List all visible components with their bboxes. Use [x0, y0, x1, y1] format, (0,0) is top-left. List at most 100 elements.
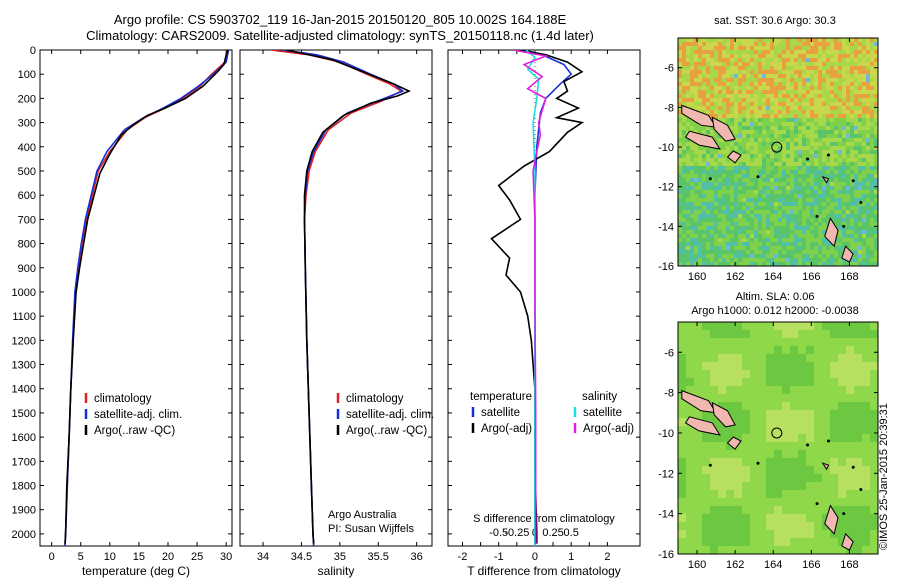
map-cell: [842, 134, 846, 138]
map-cell: [782, 434, 790, 442]
map-cell: [766, 90, 770, 94]
map-cell: [802, 94, 806, 98]
map-cell: [782, 246, 786, 250]
map-cell: [790, 122, 794, 126]
map-cell: [774, 190, 778, 194]
map-cell: [682, 162, 686, 166]
map-cell: [694, 522, 702, 530]
map-cell: [734, 354, 742, 362]
map-cell: [794, 198, 798, 202]
map-cell: [770, 250, 774, 254]
map-cell: [826, 110, 830, 114]
map-cell: [814, 346, 822, 354]
map-cell: [694, 386, 702, 394]
map-cell: [818, 90, 822, 94]
map-cell: [690, 222, 694, 226]
map-cell: [778, 202, 782, 206]
map-cell: [782, 42, 786, 46]
map-cell: [810, 170, 814, 174]
map-cell: [834, 90, 838, 94]
map-cell: [682, 254, 686, 258]
map-cell: [686, 146, 690, 150]
map-cell: [818, 262, 822, 266]
map-cell: [778, 154, 782, 158]
map-cell: [766, 402, 774, 410]
map-cell: [706, 174, 710, 178]
map-cell: [830, 70, 834, 74]
map-cell: [874, 38, 878, 42]
map-cell: [838, 194, 842, 198]
plot-frame: [239, 49, 433, 547]
map-cell: [798, 466, 806, 474]
map-cell: [702, 450, 710, 458]
map-cell: [750, 242, 754, 246]
map-cell: [766, 206, 770, 210]
map-cell: [710, 322, 718, 330]
map-cell: [862, 394, 870, 402]
map-cell: [750, 230, 754, 234]
map-cell: [710, 498, 718, 506]
map-cell: [694, 322, 702, 330]
map-cell: [778, 62, 782, 66]
map-cell: [766, 530, 774, 538]
map-cell: [854, 122, 858, 126]
map-cell: [846, 82, 850, 86]
map-cell: [870, 210, 874, 214]
map-cell: [830, 122, 834, 126]
map-cell: [722, 66, 726, 70]
map-cell: [782, 338, 790, 346]
map-cell: [710, 62, 714, 66]
map-cell: [826, 58, 830, 62]
map-cell: [690, 70, 694, 74]
map-cell: [814, 490, 822, 498]
map-cell: [718, 474, 726, 482]
map-cell: [694, 150, 698, 154]
map-cell: [678, 230, 682, 234]
map-cell: [806, 482, 814, 490]
map-cell: [874, 250, 878, 254]
map-cell: [830, 130, 834, 134]
map-cell: [718, 426, 726, 434]
map-cell: [782, 506, 790, 514]
map-cell: [814, 450, 822, 458]
map-cell: [726, 230, 730, 234]
map-cell: [694, 182, 698, 186]
map-cell: [874, 166, 878, 170]
map-cell: [742, 186, 746, 190]
map-cell: [866, 226, 870, 230]
map-cell: [810, 150, 814, 154]
map-cell: [866, 262, 870, 266]
map-cell: [830, 134, 834, 138]
legend-label: climatology: [94, 393, 152, 405]
map-cell: [846, 354, 854, 362]
map-cell: [710, 158, 714, 162]
map-cell: [798, 322, 806, 330]
map-cell: [846, 338, 854, 346]
map-cell: [806, 118, 810, 122]
map-cell: [766, 166, 770, 170]
map-cell: [738, 142, 742, 146]
map-cell: [750, 222, 754, 226]
map-cell: [734, 250, 738, 254]
map-cell: [846, 222, 850, 226]
map-cell: [814, 142, 818, 146]
map-cell: [838, 230, 842, 234]
map-cell: [854, 46, 858, 50]
map-cell: [698, 246, 702, 250]
map-cell: [774, 214, 778, 218]
map-cell: [814, 514, 822, 522]
map-cell: [846, 466, 854, 474]
map-cell: [794, 222, 798, 226]
map-cell: [694, 70, 698, 74]
map-cell: [686, 402, 694, 410]
map-cell: [762, 118, 766, 122]
map-cell: [810, 94, 814, 98]
map-cell: [686, 530, 694, 538]
map-cell: [730, 182, 734, 186]
map-cell: [766, 442, 774, 450]
map-cell: [718, 322, 726, 330]
map-cell: [862, 210, 866, 214]
map-cell: [866, 158, 870, 162]
map-cell: [718, 182, 722, 186]
map-cell: [794, 46, 798, 50]
